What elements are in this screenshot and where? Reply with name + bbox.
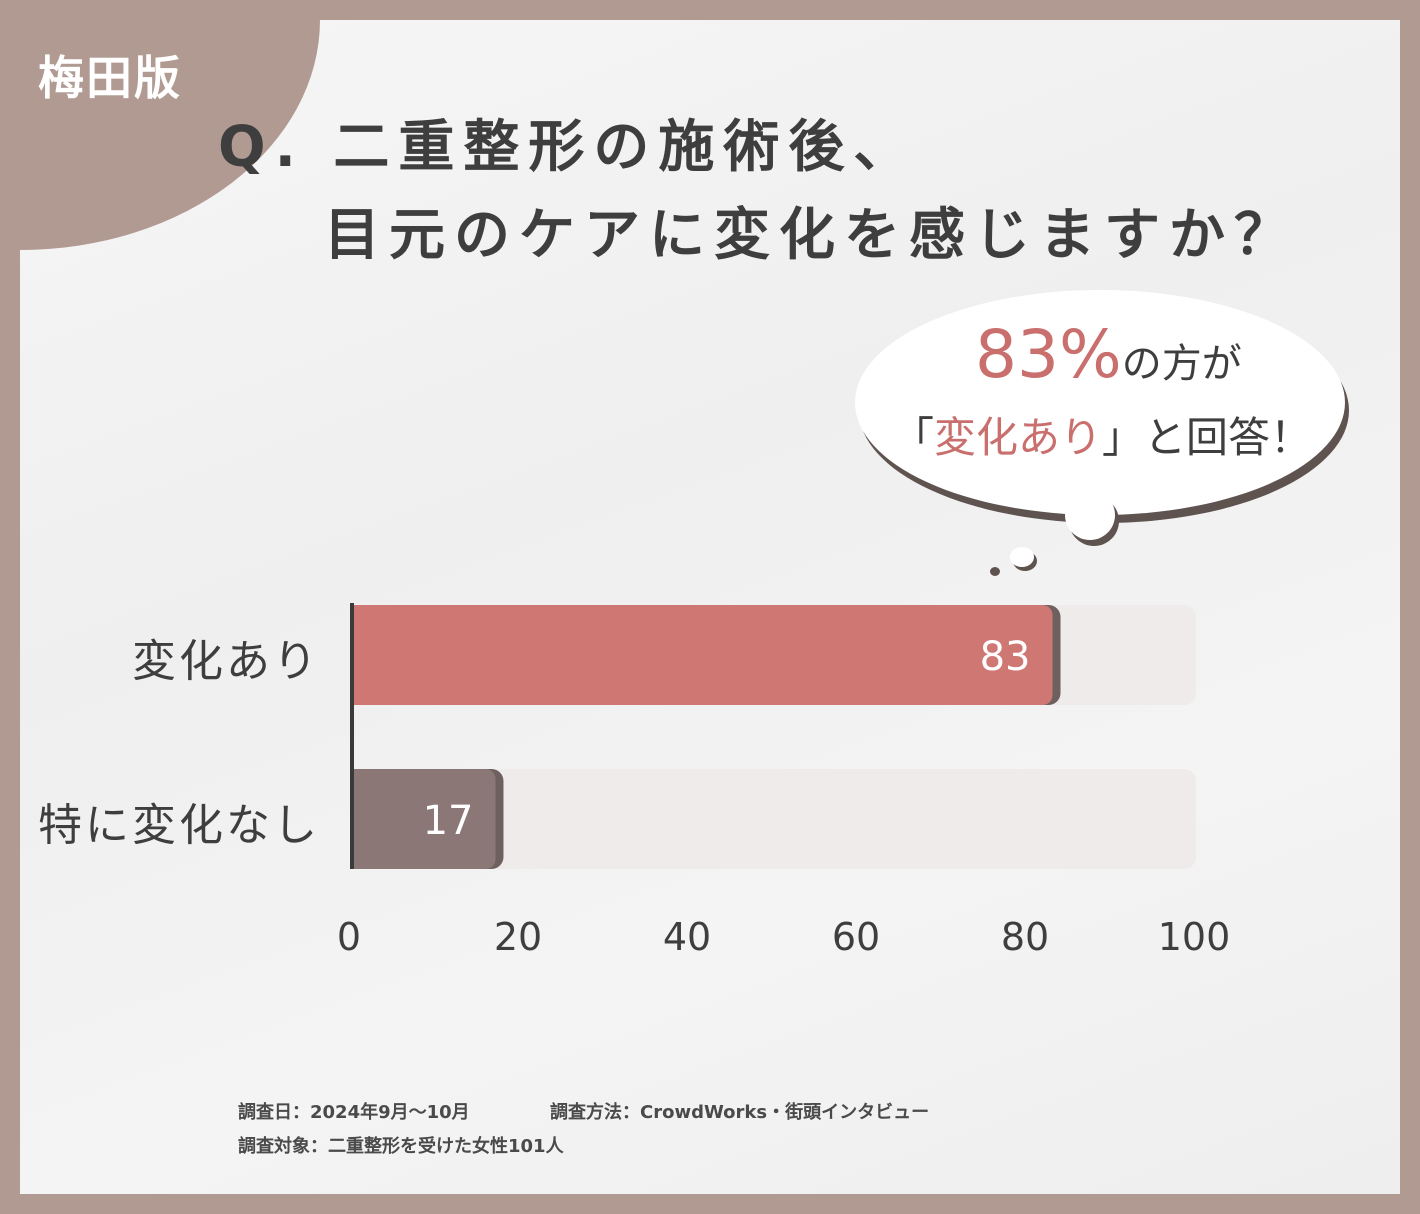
corner-blob: 梅田版 [20, 20, 320, 250]
bar-1 [352, 769, 496, 869]
x-tick-100: 100 [1157, 915, 1231, 959]
footer-target: 調査対象：二重整形を受けた女性101人 [238, 1136, 564, 1157]
area-badge: 梅田版 [38, 51, 182, 105]
bar-base-0 [352, 605, 366, 705]
callout-accent: 変化あり [934, 413, 1103, 462]
callout-line1: 83%の方が [975, 316, 1242, 393]
question-title-line1: Q. 二重整形の施術後、 [218, 115, 919, 180]
x-tick-40: 40 [662, 915, 712, 959]
speech-bubble [855, 290, 1345, 515]
x-tick-80: 80 [1000, 915, 1050, 959]
x-tick-0: 0 [336, 915, 362, 959]
bar-base-1 [352, 769, 366, 869]
footer-date: 調査日：2024年9月～10月 [238, 1102, 470, 1123]
thought-dot-small [990, 567, 1000, 576]
bar-value-label-1: 17 [423, 798, 474, 844]
callout-close: 」と回答！ [1102, 413, 1313, 462]
callout-percent: 83% [975, 316, 1122, 393]
callout-suffix: の方が [1121, 341, 1242, 387]
bar-value-label-0: 83 [980, 634, 1031, 680]
callout-open-bracket: 「 [892, 413, 935, 462]
category-label-change: 変化あり [132, 636, 320, 687]
thought-dot-large [1010, 547, 1034, 567]
bar-track-1 [352, 769, 1196, 869]
footer-method: 調査方法：CrowdWorks・街頭インタビュー [550, 1102, 930, 1123]
x-tick-20: 20 [493, 915, 543, 959]
speech-bubble-tail [1065, 490, 1115, 540]
question-title-line2: 目元のケアに変化を感じますか？ [324, 203, 1299, 268]
category-label-no-change: 特に変化なし [38, 800, 320, 851]
callout-line2: 「変化あり」と回答！ [892, 404, 1312, 465]
x-tick-60: 60 [831, 915, 881, 959]
bar-0 [352, 605, 1053, 705]
bar-chart-plot: 83 17 [350, 603, 1196, 869]
chart-card: 梅田版 Q. 二重整形の施術後、 目元のケアに変化を感じますか？ 83%の方が … [20, 20, 1400, 1194]
